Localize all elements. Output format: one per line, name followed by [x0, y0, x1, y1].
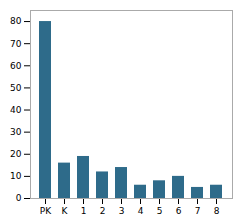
svg-text:4: 4 [138, 206, 144, 216]
svg-text:20: 20 [10, 149, 22, 159]
svg-text:30: 30 [10, 127, 22, 137]
svg-text:70: 70 [10, 39, 22, 49]
svg-text:60: 60 [10, 61, 22, 71]
svg-text:3: 3 [119, 206, 125, 216]
svg-text:8: 8 [214, 206, 220, 216]
svg-text:6: 6 [176, 206, 182, 216]
svg-text:2: 2 [100, 206, 106, 216]
svg-text:0: 0 [16, 193, 22, 203]
svg-text:1: 1 [81, 206, 87, 216]
svg-text:K: K [62, 206, 69, 216]
svg-text:10: 10 [10, 171, 22, 181]
svg-text:50: 50 [10, 83, 22, 93]
svg-text:PK: PK [40, 206, 52, 216]
svg-text:5: 5 [157, 206, 163, 216]
svg-text:80: 80 [10, 16, 22, 26]
svg-text:40: 40 [10, 105, 22, 115]
svg-text:7: 7 [195, 206, 201, 216]
